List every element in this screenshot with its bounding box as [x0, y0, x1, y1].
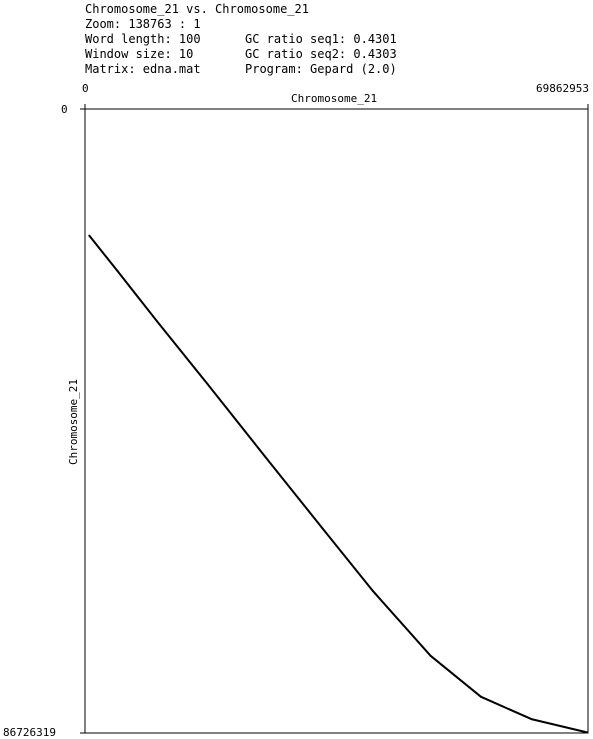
alignment-point — [586, 731, 589, 734]
alignment-diagonal-line — [88, 234, 588, 734]
alignment-point — [156, 320, 158, 323]
program-info: Program: Gepard (2.0) — [245, 62, 397, 76]
alignment-point — [321, 527, 324, 530]
alignment-point — [264, 455, 266, 458]
x-tick-label-end: 69862953 — [536, 82, 589, 95]
gc-ratio-seq2-info: GC ratio seq2: 0.4303 — [245, 47, 397, 61]
alignment-point — [372, 590, 374, 593]
y-tick-label-start: 0 — [61, 103, 68, 116]
window-size-info: Window size: 10 — [85, 47, 194, 61]
alignment-point — [429, 654, 432, 657]
matrix-info: Matrix: edna.mat — [85, 62, 201, 76]
alignment-point — [88, 234, 91, 237]
alignment-point — [480, 695, 482, 698]
x-axis-label: Chromosome_21 — [291, 92, 378, 105]
x-tick-label-start: 0 — [82, 82, 89, 95]
gc-ratio-seq1-info: GC ratio seq1: 0.4301 — [245, 32, 397, 46]
series-layer — [88, 234, 589, 734]
plot-frame — [84, 108, 589, 734]
alignment-point — [530, 718, 533, 721]
alignment-point — [206, 382, 209, 385]
alignment-point — [116, 269, 119, 272]
y-tick-label-end: 86726319 — [3, 726, 56, 739]
word-length-info: Word length: 100 — [85, 32, 201, 46]
zoom-info: Zoom: 138763 : 1 — [85, 17, 201, 31]
plot-title: Chromosome_21 vs. Chromosome_21 — [85, 2, 309, 16]
